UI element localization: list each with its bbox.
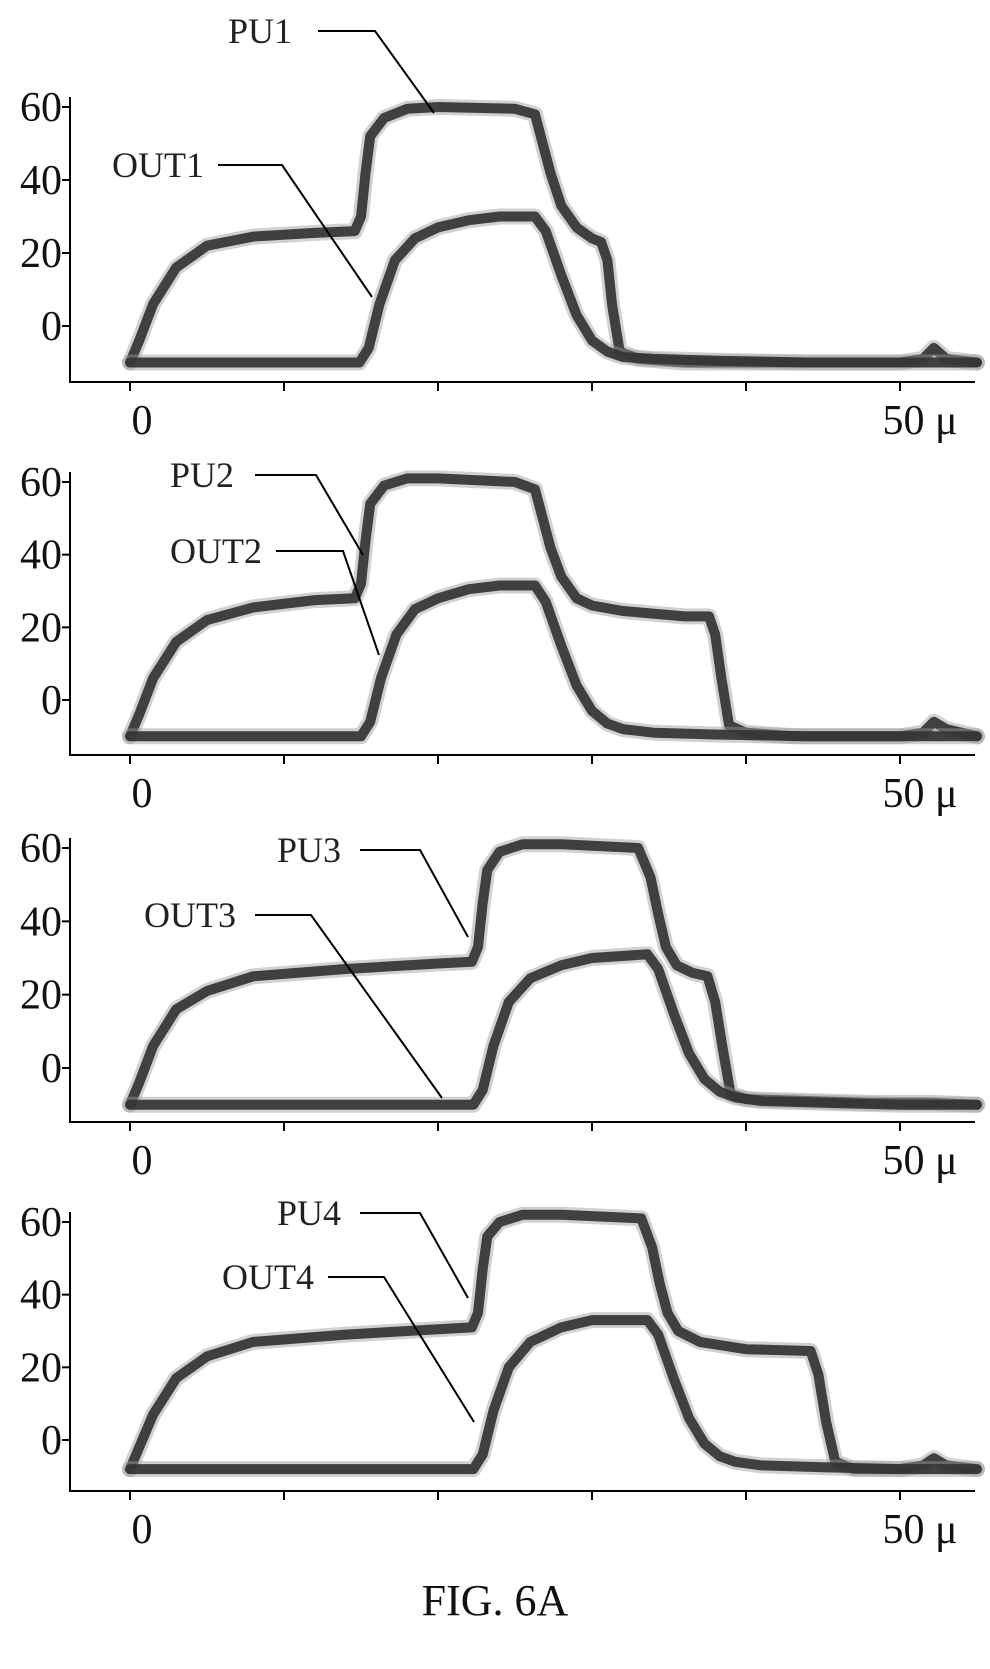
axis-lines: [69, 838, 975, 1123]
series-line-out4: [125, 1315, 982, 1475]
series-label-out3: OUT3: [144, 895, 236, 935]
x-tick-label: 0: [132, 398, 153, 444]
axis-lines: [69, 472, 975, 756]
leader-line: [360, 1212, 469, 1299]
chart-panel-3: 0 20 40 60 0 50 μ PU3 OUT3: [20, 826, 985, 1184]
y-tick-label: 0: [41, 678, 62, 724]
x-tick-label: 0: [132, 1138, 153, 1184]
y-tick-label: 0: [41, 1418, 62, 1464]
y-tick-label: 0: [41, 304, 62, 350]
series-line-pu4: [125, 1209, 982, 1475]
y-tick-label: 40: [20, 899, 62, 945]
axis-lines: [69, 97, 975, 383]
leader-line: [255, 474, 364, 556]
y-tick-label: 20: [20, 973, 62, 1019]
y-tick-label: 20: [20, 1345, 62, 1391]
series-label-pu3: PU3: [277, 830, 341, 870]
x-tick-label: 50 μ: [882, 771, 957, 817]
axis-lines: [69, 1212, 975, 1492]
x-tick-label: 50 μ: [882, 1138, 957, 1184]
series-label-out1: OUT1: [112, 145, 204, 185]
x-tick-label: 0: [132, 1507, 153, 1553]
series-label-out4: OUT4: [222, 1257, 314, 1297]
y-tick-label: 20: [20, 605, 62, 651]
series-label-pu1: PU1: [228, 11, 292, 51]
y-tick-label: 40: [20, 158, 62, 204]
leader-line: [218, 164, 373, 298]
x-tick-label: 50 μ: [882, 1507, 957, 1553]
leader-line: [318, 30, 435, 114]
leader-line: [255, 914, 443, 1099]
series-label-pu2: PU2: [170, 455, 234, 495]
y-tick-label: 60: [20, 1200, 62, 1246]
series-line-out2: [125, 580, 982, 742]
y-tick-label: 60: [20, 826, 62, 872]
x-tick-label: 0: [132, 771, 153, 817]
y-tick-label: 20: [20, 231, 62, 277]
chart-panel-4: 0 20 40 60 0 50 μ PU4 OUT4: [20, 1193, 985, 1553]
figure-caption: FIG. 6A: [421, 1576, 569, 1625]
leader-line: [360, 849, 469, 938]
chart-panel-1: 0 20 40 60 0 50 μ PU1 OUT1: [20, 11, 985, 444]
series-label-out2: OUT2: [170, 531, 262, 571]
leader-line: [276, 550, 380, 656]
leader-line: [328, 1276, 475, 1423]
y-tick-label: 60: [20, 85, 62, 131]
y-tick-label: 40: [20, 533, 62, 579]
y-tick-label: 60: [20, 460, 62, 506]
y-tick-label: 0: [41, 1046, 62, 1092]
series-line-out3: [125, 949, 982, 1110]
series-line-out1: [125, 211, 982, 368]
chart-panel-2: 0 20 40 60 0 50 μ PU2 OUT2: [20, 455, 985, 817]
y-tick-label: 40: [20, 1273, 62, 1319]
x-tick-label: 50 μ: [882, 398, 957, 444]
series-label-pu4: PU4: [277, 1193, 341, 1233]
